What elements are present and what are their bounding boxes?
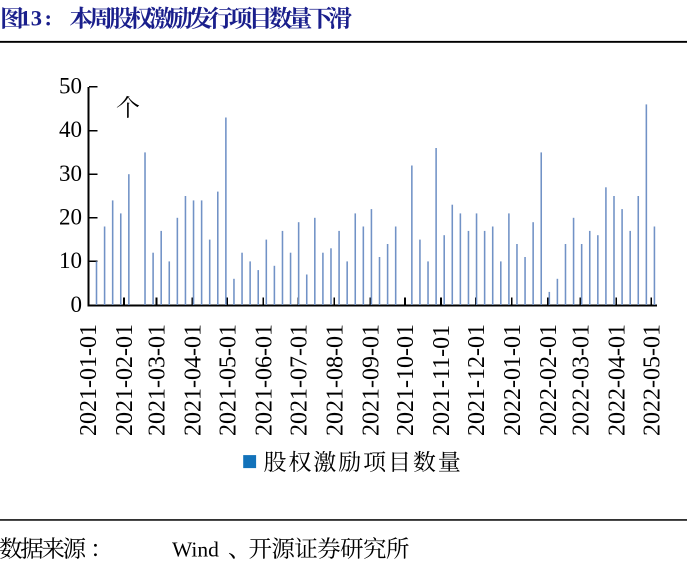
svg-text:2021-04-01: 2021-04-01 (181, 324, 207, 436)
svg-text:13: 13 (20, 6, 43, 31)
svg-text:2021-03-01: 2021-03-01 (145, 324, 171, 436)
svg-text:2022-01-01: 2022-01-01 (500, 324, 526, 436)
svg-text:2021-09-01: 2021-09-01 (358, 324, 384, 436)
svg-text:2021-05-01: 2021-05-01 (215, 324, 241, 436)
svg-text:2021-01-01: 2021-01-01 (76, 324, 102, 436)
svg-text:2022-04-01: 2022-04-01 (604, 324, 630, 436)
svg-text:2022-05-01: 2022-05-01 (639, 324, 665, 436)
svg-text:10: 10 (59, 248, 82, 273)
svg-text:2022-02-01: 2022-02-01 (536, 324, 562, 436)
svg-text:40: 40 (59, 117, 82, 142)
svg-text:2021-11-01: 2021-11-01 (429, 325, 455, 436)
svg-text:50: 50 (59, 74, 82, 99)
svg-text:2021-10-01: 2021-10-01 (393, 324, 419, 436)
svg-text:2021-07-01: 2021-07-01 (286, 324, 312, 436)
svg-text:20: 20 (59, 204, 82, 229)
svg-text:2022-03-01: 2022-03-01 (568, 324, 594, 436)
svg-text:Wind: Wind (172, 538, 219, 562)
svg-text:30: 30 (59, 161, 82, 186)
svg-text::: : (45, 6, 53, 31)
svg-text:2021-06-01: 2021-06-01 (251, 324, 277, 436)
svg-text:2021-08-01: 2021-08-01 (322, 324, 348, 436)
svg-text:2021-12-01: 2021-12-01 (464, 324, 490, 436)
svg-text:0: 0 (71, 292, 83, 317)
svg-text:2021-02-01: 2021-02-01 (112, 324, 138, 436)
